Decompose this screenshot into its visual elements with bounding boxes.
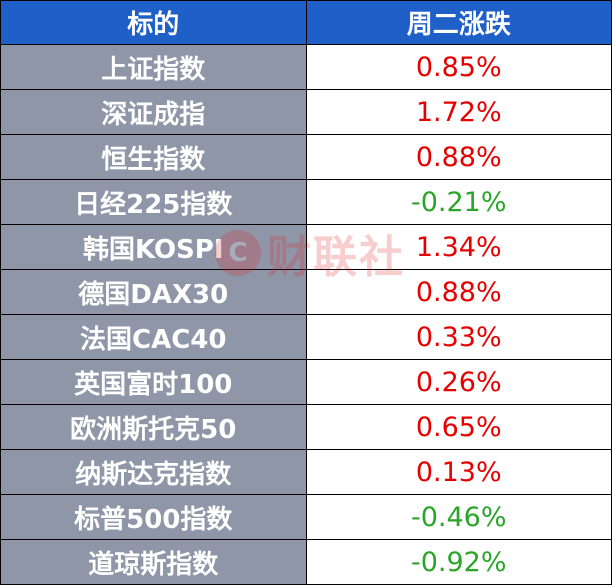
index-name: 深证成指 bbox=[0, 89, 307, 135]
index-name: 日经225指数 bbox=[0, 179, 307, 225]
change-value: -0.92% bbox=[305, 539, 612, 585]
change-value: 0.88% bbox=[305, 134, 612, 180]
index-name: 标普500指数 bbox=[0, 494, 307, 540]
table-row: 上证指数 0.85% bbox=[0, 44, 612, 90]
table-row: 标普500指数 -0.46% bbox=[0, 494, 612, 540]
index-name: 韩国KOSPI bbox=[0, 224, 307, 270]
change-value: 0.65% bbox=[305, 404, 612, 450]
change-value: 0.85% bbox=[305, 44, 612, 90]
table-row: 英国富时100 0.26% bbox=[0, 359, 612, 405]
table-row: 恒生指数 0.88% bbox=[0, 134, 612, 180]
index-name: 德国DAX30 bbox=[0, 269, 307, 315]
change-value: -0.21% bbox=[305, 179, 612, 225]
header-name: 标的 bbox=[0, 0, 307, 45]
table-row: 深证成指 1.72% bbox=[0, 89, 612, 135]
table-row: 纳斯达克指数 0.13% bbox=[0, 449, 612, 495]
index-name: 恒生指数 bbox=[0, 134, 307, 180]
index-name: 上证指数 bbox=[0, 44, 307, 90]
index-name: 道琼斯指数 bbox=[0, 539, 307, 585]
index-name: 欧洲斯托克50 bbox=[0, 404, 307, 450]
change-value: 1.72% bbox=[305, 89, 612, 135]
index-name: 法国CAC40 bbox=[0, 314, 307, 360]
header-row: 标的 周二涨跌 bbox=[0, 0, 612, 45]
change-value: 1.34% bbox=[305, 224, 612, 270]
header-change: 周二涨跌 bbox=[305, 0, 612, 45]
index-name: 英国富时100 bbox=[0, 359, 307, 405]
table-row: 道琼斯指数 -0.92% bbox=[0, 539, 612, 585]
index-name: 纳斯达克指数 bbox=[0, 449, 307, 495]
change-value: 0.33% bbox=[305, 314, 612, 360]
table-row: 日经225指数 -0.21% bbox=[0, 179, 612, 225]
change-value: 0.88% bbox=[305, 269, 612, 315]
change-value: -0.46% bbox=[305, 494, 612, 540]
table-row: 欧洲斯托克50 0.65% bbox=[0, 404, 612, 450]
change-value: 0.13% bbox=[305, 449, 612, 495]
table-row: 韩国KOSPI 1.34% bbox=[0, 224, 612, 270]
table-row: 德国DAX30 0.88% bbox=[0, 269, 612, 315]
table-row: 法国CAC40 0.33% bbox=[0, 314, 612, 360]
change-value: 0.26% bbox=[305, 359, 612, 405]
